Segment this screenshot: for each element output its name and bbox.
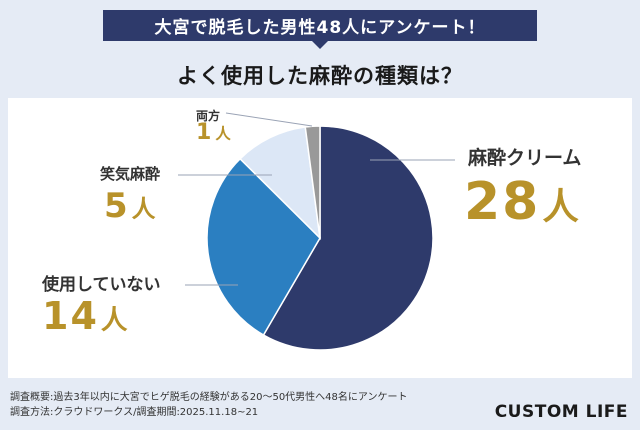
value-none: 14人 [42, 294, 129, 338]
label-anesthetic-cream: 麻酔クリーム [468, 147, 582, 169]
leader-both [225, 112, 313, 127]
value-both-number: 1 [196, 120, 214, 145]
label-both: 両方 [196, 109, 221, 123]
banner-text: 大宮で脱毛した男性48人にアンケート！ [154, 18, 486, 38]
banner-pointer [312, 41, 328, 49]
value-none-unit: 人 [100, 305, 130, 336]
chart-title: よく使用した麻酔の種類は？ [177, 64, 463, 88]
label-none: 使用していない [42, 275, 161, 295]
slice-anesthetic-cream [262, 125, 434, 351]
value-anesthetic-cream-unit: 人 [542, 185, 581, 228]
label-laughing-gas: 笑気麻酔 [100, 165, 161, 183]
value-both-unit: 人 [215, 125, 233, 143]
brand-logo: CUSTOM LIFE [494, 402, 628, 422]
footer-survey-summary: 調査概要:過去3年以内に大宮でヒゲ脱毛の経験がある20～50代男性へ48名にアン… [10, 392, 408, 403]
slice-both [304, 125, 321, 239]
value-laughing-gas-number: 5 [104, 186, 130, 226]
slice-none [206, 157, 321, 337]
value-laughing-gas-unit: 人 [131, 195, 158, 223]
value-laughing-gas: 5人 [104, 186, 157, 226]
value-anesthetic-cream-number: 28 [464, 172, 541, 232]
banner: 大宮で脱毛した男性48人にアンケート！ [103, 10, 537, 41]
slice-laughing-gas [239, 126, 322, 241]
footer-survey-method: 調査方法:クラウドワークス/調査期間:2025.11.18~21 [10, 407, 259, 418]
value-none-number: 14 [42, 294, 99, 338]
value-anesthetic-cream: 28人 [464, 172, 581, 232]
